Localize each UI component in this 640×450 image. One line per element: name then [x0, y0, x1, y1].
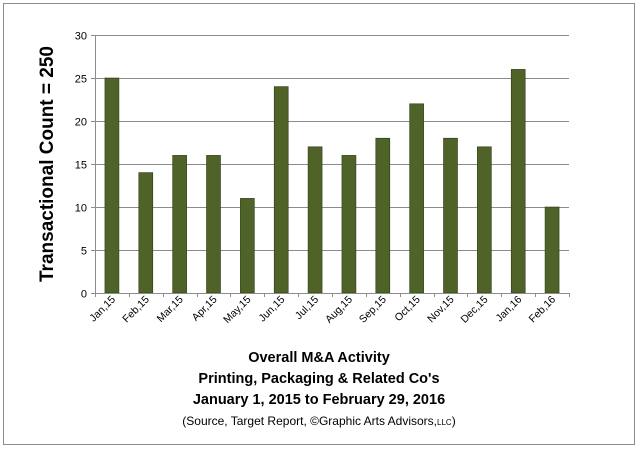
source-text: (Source, Target Report, ©Graphic Arts Ad…: [182, 414, 438, 428]
bar-jun-15: [273, 86, 289, 294]
x-tick-label: Aug,15: [323, 294, 355, 326]
bar-apr-15: [206, 155, 221, 294]
x-tick-label: Feb,16: [527, 294, 559, 326]
x-tick-label: Jun,15: [257, 294, 288, 325]
chart-title-line-2: Printing, Packaging & Related Co's: [198, 371, 440, 387]
y-tick-label: 30: [75, 31, 87, 43]
x-tick-label: Feb,15: [120, 294, 152, 326]
y-tick-label: 10: [75, 203, 87, 215]
y-tick-label: 25: [75, 74, 87, 86]
bar-nov-15: [443, 137, 458, 294]
x-tick-label: Nov,15: [425, 294, 457, 326]
chart-title-line-3: January 1, 2015 to February 29, 2016: [192, 392, 446, 408]
gridlines: [95, 35, 569, 251]
bar-sep-15: [375, 137, 391, 294]
y-tick-label: 0: [81, 289, 87, 301]
bar-jan-16: [510, 69, 526, 294]
x-tick-label: Jul,15: [293, 294, 321, 322]
chart-title-line-1: Overall M&A Activity: [248, 350, 390, 366]
source-close: ): [451, 414, 456, 428]
bar-oct-15: [409, 103, 424, 294]
y-tick-label: 15: [75, 160, 87, 172]
y-axis-title: Transactional Count = 250: [37, 46, 58, 282]
bar-may-15: [240, 198, 255, 294]
x-tick-label: Jan,15: [87, 294, 118, 325]
y-tick-label: 5: [81, 246, 87, 258]
x-tick-label: May,15: [221, 294, 253, 326]
bars: [104, 69, 560, 294]
x-tick-label: Dec,15: [458, 294, 490, 326]
bar-feb-15: [138, 172, 154, 294]
x-tick-label: Jan,16: [494, 294, 525, 325]
bar-dec-15: [477, 146, 492, 294]
bar-feb-16: [544, 206, 560, 294]
axes: [91, 35, 570, 297]
x-tick-label: Apr,15: [190, 294, 220, 324]
chart-source-note: (Source, Target Report, ©Graphic Arts Ad…: [3, 414, 635, 428]
source-llc: LLC: [437, 418, 452, 427]
x-tick-label: Oct,15: [392, 294, 422, 324]
x-tick-label: Sep,15: [357, 294, 389, 326]
bar-jul-15: [307, 146, 323, 294]
bar-jan-15: [104, 77, 120, 294]
bar-mar-15: [172, 155, 187, 294]
bar-aug-15: [341, 155, 357, 294]
x-tick-label: Mar,15: [155, 294, 186, 325]
y-tick-label: 20: [75, 117, 87, 129]
